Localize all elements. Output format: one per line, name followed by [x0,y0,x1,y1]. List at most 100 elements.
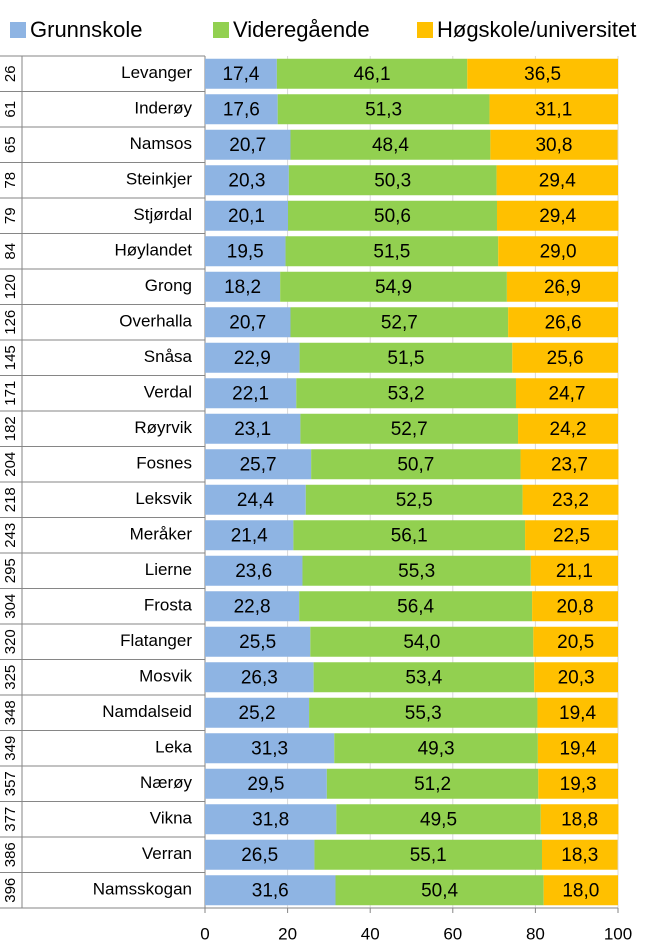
category-label: Overhalla [119,312,192,331]
legend-label: Grunnskole [30,17,143,42]
bar-segment [277,94,490,125]
rank-label: 65 [2,136,19,153]
bar-segment [522,484,619,515]
value-label: 50,3 [374,170,411,191]
bar-segment [506,271,618,302]
bar-segment [300,413,519,444]
value-label: 22,8 [234,596,271,617]
rank-label: 120 [2,274,19,299]
rank-label: 79 [2,207,19,224]
x-tick-label: 80 [526,924,545,943]
value-label: 51,3 [365,99,402,120]
category-label: Lierne [145,560,192,579]
value-label: 21,1 [556,561,593,582]
bar-segment [508,307,618,338]
value-label: 19,4 [559,703,596,724]
category-label: Verdal [144,383,192,402]
category-label: Namdalseid [102,702,192,721]
bar-segment [205,342,300,373]
rank-label: 325 [2,665,19,690]
value-label: 46,1 [354,64,391,85]
bar-segment [515,378,618,409]
value-label: 23,2 [552,490,589,511]
legend-swatch [417,22,433,38]
value-label: 20,7 [229,312,266,333]
value-label: 51,2 [414,774,451,795]
bar-segment [205,165,289,196]
category-label: Namsos [130,134,192,153]
value-label: 20,8 [557,596,594,617]
rank-label: 126 [2,310,19,335]
bar-segment [543,875,618,906]
bar-segment [335,875,544,906]
bar-segment [520,449,619,480]
category-label: Røyrvik [134,418,192,437]
rank-label: 78 [2,172,19,189]
bar-segment [530,555,618,586]
value-label: 17,6 [223,99,260,120]
category-label: Levanger [121,63,192,82]
value-label: 26,3 [241,667,278,688]
value-label: 19,3 [560,774,597,795]
category-label: Namsskogan [93,880,192,899]
value-label: 30,8 [535,135,572,156]
bar-segment [205,200,289,231]
bar-segment [336,804,541,835]
value-label: 24,2 [550,419,587,440]
bar-segment [280,271,507,302]
value-label: 18,2 [224,277,261,298]
rank-label: 396 [2,878,19,903]
category-label: Meråker [130,525,193,544]
bar-segment [532,591,618,622]
x-tick-label: 100 [604,924,632,943]
bar-segment [537,733,618,764]
value-label: 31,3 [251,738,288,759]
rank-label: 218 [2,487,19,512]
rank-label: 357 [2,771,19,796]
value-label: 54,9 [375,277,412,298]
rank-label: 61 [2,101,19,118]
rank-label: 348 [2,700,19,725]
bar-segment [537,697,618,728]
category-label: Fosnes [136,454,192,473]
category-label: Grong [145,276,192,295]
bar-segment [299,591,533,622]
value-label: 50,6 [374,206,411,227]
value-label: 48,4 [372,135,409,156]
value-label: 25,5 [239,632,276,653]
category-label: Frosta [144,596,193,615]
bar-segment [290,129,491,160]
bar-segment [490,129,618,160]
x-tick-label: 60 [443,924,462,943]
value-label: 24,4 [237,490,274,511]
bar-segment [205,733,335,764]
legend-swatch [10,22,26,38]
value-label: 31,6 [252,880,289,901]
value-label: 29,5 [247,774,284,795]
bar-segment [205,804,337,835]
legend-label: Videregående [233,17,370,42]
bar-segment [276,58,468,89]
category-label: Inderøy [134,99,192,118]
bar-segment [542,839,618,870]
bar-segment [296,378,516,409]
value-label: 20,5 [557,632,594,653]
bar-segment [534,662,618,693]
value-label: 29,4 [539,206,576,227]
bar-segment [489,94,618,125]
bar-segment [313,662,535,693]
bar-segment [309,697,538,728]
bar-segment [538,768,618,799]
rank-label: 204 [2,452,19,477]
value-label: 22,5 [553,525,590,546]
bar-segment [311,449,521,480]
rank-label: 243 [2,523,19,548]
value-label: 55,3 [405,703,442,724]
bar-segment [326,768,539,799]
bar-segment [205,271,281,302]
value-label: 52,7 [381,312,418,333]
category-label: Stjørdal [133,205,192,224]
bar-segment [305,484,523,515]
